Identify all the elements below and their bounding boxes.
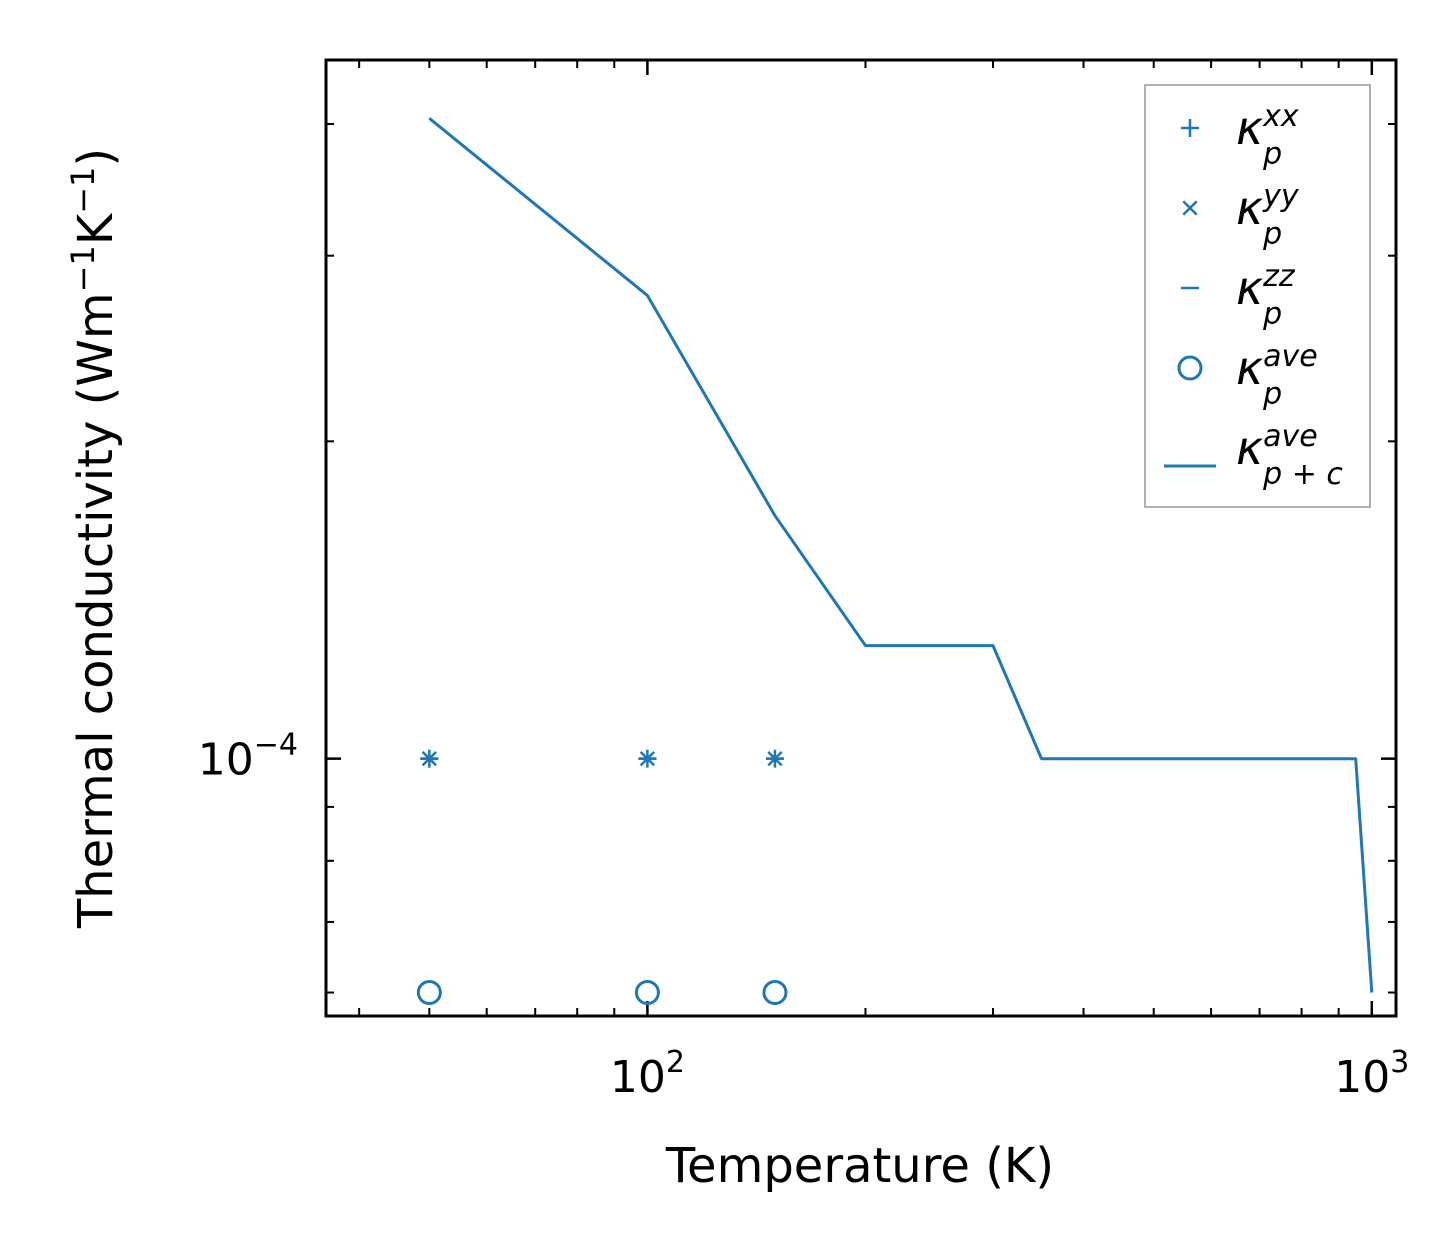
legend-label-sub: p	[1262, 377, 1282, 412]
legend-label-sub: p	[1262, 137, 1282, 172]
legend-label-sub: p	[1262, 217, 1282, 252]
legend-label: κave p + c	[1236, 419, 1343, 492]
series-4	[416, 980, 788, 1006]
y-axis-label-main: Thermal conductivity (Wm	[68, 292, 124, 929]
legend-label-base: κ	[1236, 181, 1263, 235]
x-tick-label-exp: 2	[666, 1045, 685, 1080]
y-axis-label: Thermal conductivity (Wm−1K−1)	[64, 148, 124, 929]
legend-marker	[1177, 355, 1203, 381]
x-tick-label: 103	[1334, 1045, 1409, 1103]
legend-label-sup: xx	[1262, 99, 1299, 134]
data-point	[762, 980, 788, 1006]
series-5	[428, 117, 1374, 993]
legend-label-sub: p	[1262, 297, 1282, 332]
legend-label-sup: ave	[1263, 419, 1318, 454]
data-point	[416, 980, 442, 1006]
y-axis-label-end: )	[68, 148, 124, 167]
x-tick-label-base: 10	[1334, 1052, 1390, 1103]
y-tick-label-exp: −4	[254, 728, 298, 763]
legend-marker-b	[1182, 200, 1198, 216]
legend-label: κyy p	[1236, 179, 1300, 252]
legend-label-sup: yy	[1262, 179, 1300, 214]
legend-label-base: κ	[1236, 261, 1263, 315]
legend-label: κave p	[1236, 339, 1318, 412]
legend-label: κxx p	[1236, 99, 1299, 172]
x-axis-label: Temperature (K)	[665, 1138, 1054, 1194]
legend-label-base: κ	[1236, 421, 1263, 475]
y-axis-label-exp1: −1	[64, 245, 102, 292]
legend-label-base: κ	[1236, 341, 1263, 395]
legend-marker	[1181, 119, 1199, 137]
series-line	[428, 117, 1374, 993]
x-tick-label: 102	[610, 1045, 685, 1103]
y-tick-label: 10−4	[198, 728, 298, 786]
legend-marker	[1182, 200, 1198, 216]
y-tick-label-base: 10	[198, 735, 254, 786]
plot-frame	[324, 58, 1398, 1018]
y-axis-label-mid: K	[68, 212, 124, 245]
legend-label-sup: ave	[1263, 339, 1318, 374]
legend-label-sup: zz	[1262, 259, 1296, 294]
legend-label: κzz p	[1236, 259, 1296, 332]
legend-label-sub: p + c	[1262, 457, 1343, 492]
legend-box	[1144, 84, 1371, 508]
series-layer	[416, 117, 1374, 1006]
x-tick-label-exp: 3	[1390, 1045, 1409, 1080]
data-point	[634, 980, 660, 1006]
x-tick-label-base: 10	[610, 1052, 666, 1103]
y-axis-label-exp2: −1	[64, 167, 102, 214]
legend-label-base: κ	[1236, 101, 1263, 155]
